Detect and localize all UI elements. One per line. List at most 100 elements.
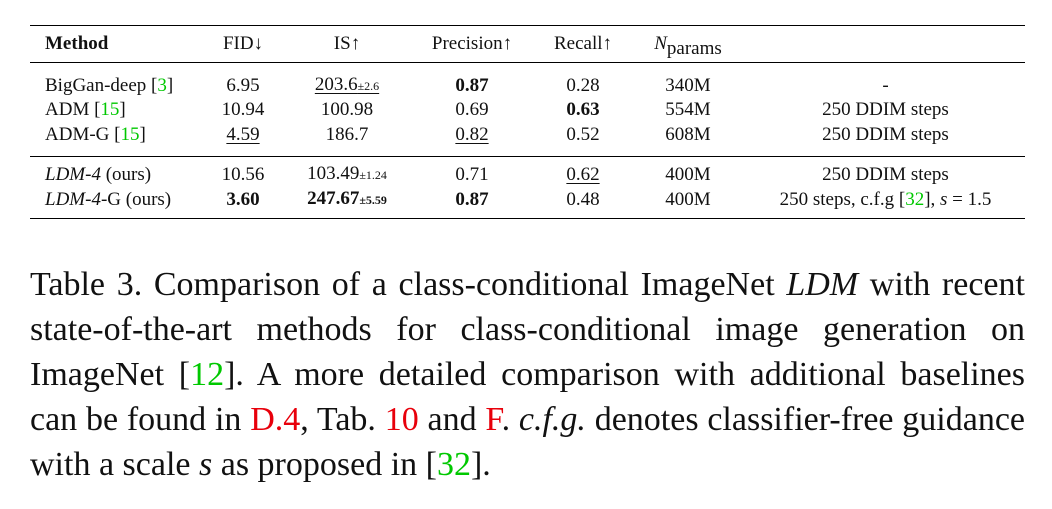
text-span: Comparison of a class-conditional ImageN… [142, 266, 787, 303]
table-row: LDM-4-G (ours) 3.60 247.67±5.59 0.87 0.4… [30, 187, 1025, 219]
table-cell: LDM-4-G (ours) [30, 187, 200, 219]
text-span: ±1.24 [359, 168, 387, 182]
text-span: N [654, 33, 667, 54]
text-span: D.4 [250, 401, 301, 438]
table-cell: 10.94 [221, 99, 265, 121]
table-cell: 554M [665, 99, 711, 121]
table-cell: 0.82 [408, 123, 536, 157]
table-cell: 0.52 [566, 123, 600, 145]
table-cell: 0.62 [536, 157, 630, 188]
header-cell: Precision↑ [431, 33, 513, 54]
table-cell: 6.95 [226, 74, 260, 96]
table-cell: 250 DDIM steps [822, 123, 949, 145]
table-header: Method FID↓ IS↑ Precision↑ Recall↑ Npara… [30, 25, 1025, 63]
table-cell: 250 DDIM steps [822, 163, 949, 185]
table-cell: 0.71 [455, 163, 489, 185]
text-span: ] [166, 74, 174, 96]
text-span: -G (ours) [100, 188, 172, 210]
text-span: ±5.59 [359, 193, 387, 207]
table-cell: 203.6±2.6 [286, 63, 408, 99]
text-span: . [501, 401, 519, 438]
table-group: LDM-4 (ours) 10.56 103.49±1.24 0.71 0.62… [30, 156, 1025, 219]
table-row: ADM [15] 10.94 100.98 0.69 0.63 554M 250… [30, 98, 1025, 123]
table-cell: 10.56 [221, 163, 265, 185]
table-cell: 0.69 [455, 99, 489, 121]
table-cell: ADM-G [15] [30, 123, 200, 157]
table-cell: 100.98 [320, 99, 374, 121]
header-row: Method FID↓ IS↑ Precision↑ Recall↑ Npara… [30, 25, 1025, 63]
table-cell: 0.87 [455, 188, 489, 210]
text-span: denotes classifier-free guidance with a … [30, 401, 1026, 483]
text-span: BigGan-deep [ [45, 74, 158, 96]
table-cell: 0.28 [566, 74, 600, 96]
results-table: Method FID↓ IS↑ Precision↑ Recall↑ Npara… [30, 25, 1025, 219]
text-span: 203.6±2.6 [315, 74, 379, 95]
text-span: ] [119, 99, 126, 121]
text-span: 15 [100, 99, 120, 121]
table-cell: ADM [15] [30, 98, 200, 123]
table-row: ADM-G [15] 4.59 186.7 0.82 0.52 608M 250… [30, 123, 1025, 157]
text-span: s [940, 188, 948, 210]
text-span: 203.6 [314, 74, 358, 95]
table-cell: 3.60 [226, 188, 260, 210]
text-span: 32 [905, 188, 925, 210]
text-span: 15 [120, 123, 140, 145]
table-cell: 250 DDIM steps [822, 99, 949, 121]
table-cell: 186.7 [325, 123, 369, 145]
table-cell: 400M [665, 188, 711, 210]
text-span: 250 steps, c.f.g [ [779, 188, 906, 210]
text-span: 3 [157, 74, 167, 96]
table-cell: LDM-4 (ours) [30, 157, 200, 188]
text-span: 247.67 [307, 188, 360, 209]
text-span: ] [139, 123, 146, 145]
header-cell: Nparams [630, 26, 746, 63]
text-span: s [199, 446, 213, 483]
text-span: Table 3. [30, 266, 143, 303]
text-span: and [418, 401, 486, 438]
header-cell: Method [45, 33, 109, 54]
table-row: BigGan-deep [3] 6.95 203.6±2.6 0.87 0.28… [30, 63, 1025, 99]
text-span: 12 [190, 356, 225, 393]
text-span: ]. [470, 446, 491, 483]
table-cell: 340M [665, 74, 711, 96]
table-cell: 0.87 [455, 74, 489, 96]
table-cell: BigGan-deep [3] [30, 63, 200, 99]
table-cell: 250 steps, c.f.g [32], s = 1.5 [746, 187, 1025, 219]
text-span: , Tab. [300, 401, 385, 438]
table-cell: 400M [665, 163, 711, 185]
text-span: = 1.5 [947, 188, 992, 210]
text-span: params [666, 38, 722, 59]
header-cell [746, 26, 1025, 63]
text-span: ADM [ [45, 99, 101, 121]
table-group: BigGan-deep [3] 6.95 203.6±2.6 0.87 0.28… [30, 63, 1025, 157]
table-cell: 0.63 [566, 99, 600, 121]
table-cell: 608M [665, 123, 711, 145]
text-span: LDM [786, 266, 859, 303]
text-span: 4.59 [226, 123, 260, 145]
text-span: F [485, 401, 502, 438]
text-span: (ours) [100, 163, 152, 185]
text-span: 10 [384, 401, 419, 438]
table-cell: 0.48 [566, 188, 600, 210]
table-cell: 4.59 [200, 123, 286, 157]
table-row: LDM-4 (ours) 10.56 103.49±1.24 0.71 0.62… [30, 157, 1025, 188]
text-span: 0.62 [566, 163, 600, 185]
header-cell: IS↑ [333, 33, 361, 54]
text-span: ], [924, 188, 941, 210]
table-cell: 247.67±5.59 [286, 187, 408, 219]
text-span: ±2.6 [357, 79, 380, 93]
table-cell: 103.49±1.24 [286, 157, 408, 188]
text-span: c.f.g. [518, 401, 586, 438]
text-span: LDM-4 [45, 163, 101, 185]
text-span: LDM-4 [45, 188, 101, 210]
text-span: ADM-G [ [45, 123, 121, 145]
text-span: 0.82 [455, 123, 489, 145]
table-cell: - [882, 74, 889, 96]
table-caption: Table 3. Comparison of a class-condition… [30, 262, 1025, 487]
text-span: 32 [436, 446, 471, 483]
text-span: with recent state-of-the-art methods for… [30, 266, 1025, 393]
header-cell: FID↓ [222, 33, 264, 54]
header-cell: Recall↑ [553, 33, 613, 54]
